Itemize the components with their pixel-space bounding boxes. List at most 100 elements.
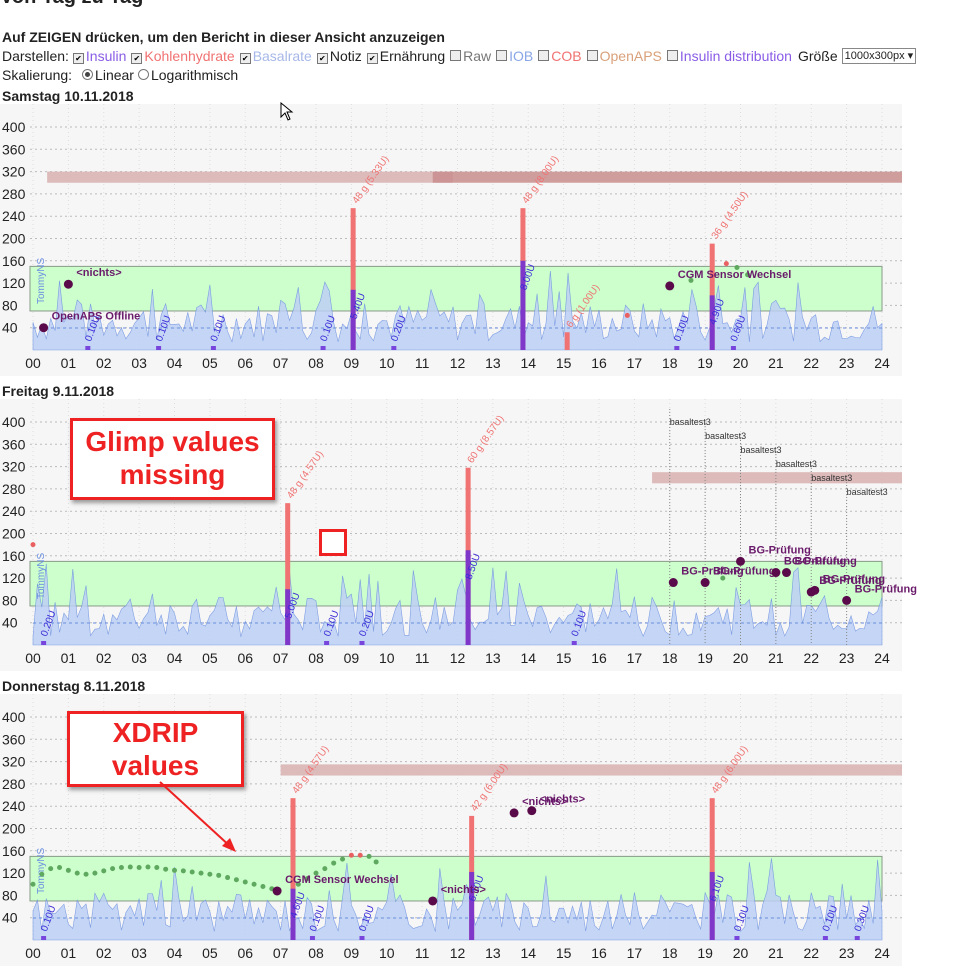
x-tick-label: 06 xyxy=(237,650,253,666)
note-label: basaltest3 xyxy=(811,473,852,483)
event-marker[interactable] xyxy=(736,556,745,566)
x-tick-label: 07 xyxy=(273,650,289,666)
event-marker[interactable] xyxy=(700,578,710,588)
event-marker[interactable] xyxy=(781,568,791,578)
x-tick-label: 08 xyxy=(308,355,324,371)
option-notiz[interactable]: ✔ Notiz xyxy=(316,48,362,64)
day-title-3: Donnerstag 8.11.2018 xyxy=(2,678,146,694)
x-tick-label: 19 xyxy=(697,945,713,961)
x-tick-label: 18 xyxy=(662,355,678,371)
y-tick-label: 400 xyxy=(2,119,26,135)
option-insulin-distribution[interactable]: Insulin distribution xyxy=(666,48,792,64)
event-marker[interactable] xyxy=(842,595,852,605)
bolus-bar xyxy=(320,346,326,350)
option-label: IOB xyxy=(509,48,534,64)
note-label: basaltest3 xyxy=(847,487,888,497)
y-tick-label: 360 xyxy=(2,436,26,452)
y-tick-label: 280 xyxy=(2,776,26,792)
temp-target-bar xyxy=(432,171,902,183)
option-kohlenhydrate[interactable]: ✔ Kohlenhydrate xyxy=(131,48,235,64)
scale-linear-label: Linear xyxy=(95,67,134,83)
x-tick-label: 06 xyxy=(237,945,253,961)
carbs-bar xyxy=(285,503,291,645)
x-tick-label: 16 xyxy=(591,355,607,371)
size-label: Größe xyxy=(797,48,838,64)
x-tick-label: 24 xyxy=(874,945,890,961)
bg-point xyxy=(242,879,248,885)
x-tick-label: 12 xyxy=(450,945,466,961)
scale-log-radio[interactable]: Logarithmisch xyxy=(137,67,238,83)
size-select[interactable]: 1000x300px ▾ xyxy=(841,48,917,64)
bg-point xyxy=(118,865,124,871)
bg-point xyxy=(225,875,231,881)
bg-point xyxy=(92,870,98,876)
day-chart-1: 40 80 120 160 200 240 280 320 360 400 00 01 02 03 04 05… xyxy=(0,104,963,376)
y-tick-label: 360 xyxy=(2,731,26,747)
basal-area xyxy=(32,563,883,646)
x-tick-label: 05 xyxy=(202,355,218,371)
bolus-bar xyxy=(210,346,216,350)
basal-profile-label: TommyNS xyxy=(36,848,47,894)
x-tick-label: 03 xyxy=(131,355,147,371)
x-tick-label: 11 xyxy=(415,945,430,961)
mouse-cursor-icon xyxy=(280,102,294,121)
bolus-bar xyxy=(41,936,47,940)
y-tick-label: 80 xyxy=(2,887,18,903)
event-marker[interactable] xyxy=(810,585,820,595)
bg-point xyxy=(295,881,301,887)
scale-linear-radio[interactable]: Linear xyxy=(82,67,134,83)
y-tick-label: 320 xyxy=(2,754,26,770)
option-openaps[interactable]: OpenAPS xyxy=(586,48,662,64)
event-marker[interactable] xyxy=(63,279,73,289)
event-marker[interactable] xyxy=(665,281,675,291)
x-tick-label: 13 xyxy=(485,650,501,666)
x-tick-label: 03 xyxy=(131,650,147,666)
option-label: Raw xyxy=(463,48,492,64)
x-tick-label: 05 xyxy=(202,945,218,961)
checkbox-unchecked-icon xyxy=(666,50,678,61)
temp-target-bar xyxy=(280,764,902,776)
event-label: BG-Prüfung xyxy=(819,575,881,587)
event-marker[interactable] xyxy=(39,323,49,333)
bolus-bar xyxy=(674,346,680,350)
option-basalrate[interactable]: ✔ Basalrate xyxy=(239,48,312,64)
bolus-bar xyxy=(734,936,740,940)
event-marker[interactable] xyxy=(272,886,282,896)
bg-point xyxy=(172,867,177,873)
x-tick-label: 17 xyxy=(627,945,643,961)
x-tick-label: 02 xyxy=(96,355,112,371)
bg-point xyxy=(65,867,71,873)
display-options-row: Darstellen: ✔ Insulin ✔ Kohlenhydrate ✔ Basal… xyxy=(2,48,917,64)
x-tick-label: 21 xyxy=(768,945,784,961)
x-tick-label: 12 xyxy=(450,355,466,371)
event-label: BG-Prüfung xyxy=(749,544,811,556)
x-tick-label: 00 xyxy=(25,355,41,371)
bg-point xyxy=(30,542,36,548)
bolus-bar xyxy=(285,589,291,645)
bg-point xyxy=(57,865,63,871)
x-tick-label: 09 xyxy=(344,945,360,961)
event-marker[interactable] xyxy=(428,896,438,906)
option-raw[interactable]: Raw xyxy=(450,48,491,64)
option-label: Ernährung xyxy=(379,48,446,64)
event-marker[interactable] xyxy=(509,808,519,818)
bg-point xyxy=(322,866,328,872)
option-ernährung[interactable]: ✔ Ernährung xyxy=(366,48,446,64)
checkbox-checked-icon: ✔ xyxy=(239,53,251,64)
option-iob[interactable]: IOB xyxy=(496,48,533,64)
y-tick-label: 160 xyxy=(2,253,26,269)
event-marker[interactable] xyxy=(771,568,781,578)
option-insulin[interactable]: ✔ Insulin xyxy=(72,48,126,64)
x-tick-label: 10 xyxy=(379,945,395,961)
bolus-bar xyxy=(156,346,162,350)
bg-point xyxy=(180,868,186,874)
target-range-band xyxy=(29,855,883,902)
event-label: BG-Prüfung xyxy=(855,583,917,595)
option-cob[interactable]: COB xyxy=(538,48,582,64)
event-marker[interactable] xyxy=(527,806,537,816)
event-marker[interactable] xyxy=(668,578,678,588)
x-tick-label: 15 xyxy=(556,650,572,666)
carbs-bar xyxy=(350,208,356,350)
bolus-bar xyxy=(359,936,365,940)
x-tick-label: 02 xyxy=(96,650,112,666)
